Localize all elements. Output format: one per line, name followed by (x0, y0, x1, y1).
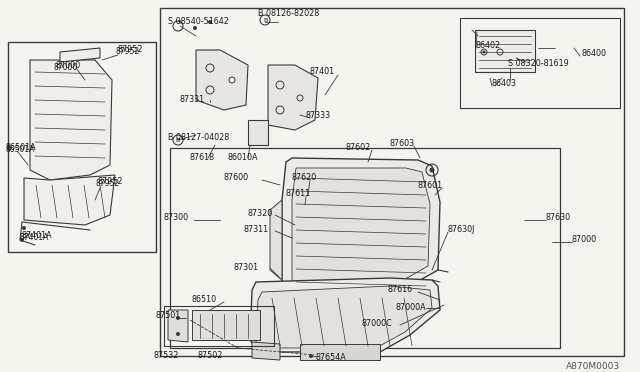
Text: 86403: 86403 (492, 80, 517, 89)
Circle shape (208, 20, 212, 24)
Text: 87501: 87501 (156, 311, 181, 321)
Text: 87320: 87320 (248, 209, 273, 218)
Text: 87502: 87502 (198, 352, 223, 360)
Circle shape (193, 26, 197, 30)
Text: 87000: 87000 (54, 64, 78, 73)
Text: 87630: 87630 (545, 214, 570, 222)
Bar (8, 42, 156, 252)
Polygon shape (168, 310, 188, 342)
Text: B: B (263, 17, 267, 22)
Text: B 08126-82028: B 08126-82028 (258, 10, 319, 19)
Polygon shape (282, 158, 440, 300)
Text: 87333: 87333 (305, 112, 330, 121)
Circle shape (22, 226, 26, 230)
Polygon shape (256, 286, 432, 348)
Polygon shape (192, 310, 260, 340)
Text: B: B (176, 138, 180, 142)
Text: 87000C: 87000C (362, 320, 393, 328)
Text: 87602: 87602 (345, 144, 371, 153)
Polygon shape (30, 60, 112, 180)
Text: 87000A: 87000A (396, 304, 427, 312)
Text: 87620: 87620 (292, 173, 317, 183)
Text: 87601: 87601 (418, 182, 443, 190)
Bar (164, 306, 274, 346)
Polygon shape (270, 200, 282, 280)
Text: 87401A: 87401A (20, 234, 49, 243)
Text: 87401: 87401 (310, 67, 335, 77)
Polygon shape (292, 168, 430, 294)
Text: 87301: 87301 (234, 263, 259, 273)
Text: 86501A: 86501A (6, 145, 35, 154)
Text: 87600: 87600 (224, 173, 249, 183)
Text: 87300: 87300 (164, 214, 189, 222)
Bar (460, 18, 620, 108)
Polygon shape (300, 344, 380, 360)
Text: 87611: 87611 (286, 189, 311, 199)
Circle shape (309, 354, 313, 358)
Circle shape (20, 238, 24, 242)
Text: 87618: 87618 (190, 154, 215, 163)
Text: S 08320-81619: S 08320-81619 (508, 60, 569, 68)
Text: S: S (178, 19, 182, 25)
Text: 87952: 87952 (96, 180, 120, 189)
Polygon shape (248, 120, 268, 145)
Text: S 08540-51642: S 08540-51642 (168, 17, 229, 26)
Text: 86400: 86400 (582, 49, 607, 58)
Polygon shape (60, 48, 100, 62)
Bar (160, 8, 624, 356)
Text: 87000: 87000 (56, 61, 81, 70)
Text: A870M0003: A870M0003 (566, 362, 620, 371)
Text: 87603: 87603 (390, 140, 415, 148)
Text: 87630J: 87630J (447, 225, 474, 234)
Text: 86402: 86402 (476, 42, 501, 51)
Text: 87952: 87952 (116, 48, 140, 57)
Text: 87000: 87000 (571, 235, 596, 244)
Text: 86510: 86510 (192, 295, 217, 305)
Polygon shape (250, 278, 440, 352)
Circle shape (429, 167, 435, 173)
Text: 87952: 87952 (98, 177, 124, 186)
Text: 87616: 87616 (388, 285, 413, 295)
Text: 86010A: 86010A (228, 154, 259, 163)
Circle shape (483, 51, 486, 54)
Bar (170, 148, 560, 348)
Polygon shape (24, 175, 115, 225)
Circle shape (176, 316, 180, 320)
Polygon shape (475, 30, 535, 72)
Polygon shape (252, 342, 280, 360)
Polygon shape (196, 50, 248, 110)
Polygon shape (268, 65, 318, 130)
Text: B 08127-04028: B 08127-04028 (168, 134, 229, 142)
Text: 86501A: 86501A (6, 144, 36, 153)
Text: 87532: 87532 (154, 352, 179, 360)
Text: 87311: 87311 (244, 225, 269, 234)
Text: 87401A: 87401A (22, 231, 52, 241)
Text: 87654A: 87654A (316, 353, 347, 362)
Text: 87331: 87331 (180, 96, 205, 105)
Text: 87952: 87952 (118, 45, 143, 55)
Circle shape (176, 332, 180, 336)
